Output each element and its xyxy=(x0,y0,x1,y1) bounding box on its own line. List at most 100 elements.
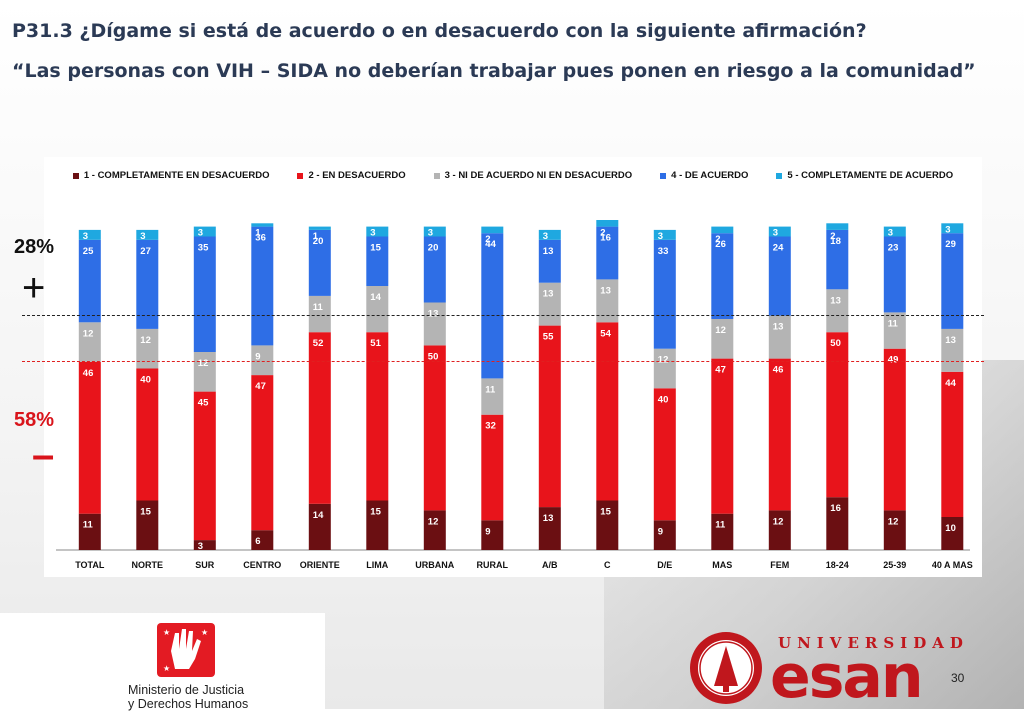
bar-segment-1-18-24 xyxy=(826,497,849,550)
bar-segment-2-18-24 xyxy=(826,332,849,498)
x-tick-label-lima: LIMA xyxy=(366,560,388,570)
data-label-5-oriente: 1 xyxy=(313,231,319,242)
legend-swatch-4 xyxy=(660,172,667,179)
legend-swatch-1 xyxy=(72,172,79,179)
data-label-5-40-a-mas: 3 xyxy=(945,224,950,235)
data-label-4-sur: 35 xyxy=(198,243,209,254)
bar-segment-2-urbana xyxy=(423,345,446,511)
svg-text:★: ★ xyxy=(201,628,208,637)
bar-segment-4-mas xyxy=(711,233,734,319)
data-label-3-18-24: 13 xyxy=(830,295,841,306)
data-label-3-sur: 12 xyxy=(198,358,209,369)
data-label-2-rural: 32 xyxy=(485,421,496,432)
data-label-1-norte: 15 xyxy=(140,507,151,518)
data-label-1-25-39: 12 xyxy=(888,516,899,527)
data-label-1-mas: 11 xyxy=(715,520,726,531)
agree-reference-line xyxy=(22,315,984,316)
data-label-5-c: 2 xyxy=(600,228,605,239)
bar-segment-4-18-24 xyxy=(826,229,849,290)
bar-segment-3-c xyxy=(596,279,619,323)
data-label-5-centro: 1 xyxy=(255,228,261,239)
data-label-2-sur: 45 xyxy=(198,398,209,409)
bar-segment-4-sur xyxy=(193,236,216,352)
bar-segment-1-25-39 xyxy=(883,510,906,550)
data-label-2-mas: 47 xyxy=(715,365,726,376)
slide-title-question: P31.3 ¿Dígame si está de acuerdo o en de… xyxy=(12,20,867,42)
data-label-2-urbana: 50 xyxy=(428,351,439,362)
bar-segment-5-c xyxy=(596,220,619,227)
legend-swatch-3 xyxy=(433,172,440,179)
bar-segment-5-25-39 xyxy=(883,226,906,237)
legend-item-1: 1 - COMPLETAMENTE EN DESACUERDO xyxy=(72,170,269,181)
data-label-2-fem: 46 xyxy=(773,365,784,376)
data-label-4-mas: 26 xyxy=(715,239,726,250)
data-label-4-fem: 24 xyxy=(773,243,784,254)
chart-panel: 11 46 12 25 3 TOTAL 15 40 12 27 3 NORTE 3 45 12 35 3 SUR 6… xyxy=(44,157,982,577)
x-tick-label-sur: SUR xyxy=(195,560,215,570)
legend-label-5: 5 - COMPLETAMENTE DE ACUERDO xyxy=(787,170,954,181)
data-label-1-oriente: 14 xyxy=(313,510,324,521)
stacked-bar-chart: 114612253TOTAL154012273NORTE34512353SUR6… xyxy=(56,220,973,570)
data-label-5-fem: 3 xyxy=(773,228,778,239)
bar-segment-2-lima xyxy=(366,332,389,501)
bar-segment-1-fem xyxy=(768,510,791,550)
data-label-1-c: 15 xyxy=(600,507,611,518)
legend-item-5: 5 - COMPLETAMENTE DE ACUERDO xyxy=(776,170,953,181)
data-label-4-a-b: 13 xyxy=(543,246,554,257)
data-label-2-lima: 51 xyxy=(370,338,381,349)
x-tick-label-centro: CENTRO xyxy=(243,560,281,570)
x-tick-label-total: TOTAL xyxy=(75,560,105,570)
data-label-1-a-b: 13 xyxy=(543,513,554,524)
x-tick-label-fem: FEM xyxy=(770,560,789,570)
data-label-3-oriente: 11 xyxy=(313,302,324,313)
bar-segment-5-total xyxy=(78,229,101,240)
slide-title-statement: “Las personas con VIH – SIDA no deberían… xyxy=(12,60,976,82)
bar-segment-4-centro xyxy=(251,226,274,346)
bar-segment-1-lima xyxy=(366,500,389,550)
data-label-2-25-39: 49 xyxy=(888,355,899,366)
bar-segment-2-fem xyxy=(768,358,791,511)
bar-segment-5-40-a-mas xyxy=(941,223,964,234)
legend-item-3: 3 - NI DE ACUERDO NI EN DESACUERDO xyxy=(433,170,633,181)
bar-segment-1-mas xyxy=(711,513,734,550)
bar-segment-5-a-b xyxy=(538,229,561,240)
bar-segment-1-a-b xyxy=(538,507,561,550)
esan-wordmark: esan xyxy=(770,642,924,712)
bar-segment-2-sur xyxy=(193,391,216,541)
bar-segment-5-fem xyxy=(768,226,791,237)
x-tick-label-18-24: 18-24 xyxy=(826,560,849,570)
bar-segment-4-fem xyxy=(768,236,791,316)
bar-segment-3-lima xyxy=(366,286,389,333)
data-label-1-sur: 3 xyxy=(198,541,203,552)
data-label-5-norte: 3 xyxy=(140,231,145,242)
x-tick-label-d-e: D/E xyxy=(657,560,672,570)
bar-segment-3-d-e xyxy=(653,348,676,389)
minjus-text: Ministerio de Justicia y Derechos Humano… xyxy=(128,683,248,711)
data-label-5-urbana: 3 xyxy=(428,228,433,239)
esan-university-label: UNIVERSIDAD xyxy=(778,634,969,652)
data-label-2-d-e: 40 xyxy=(658,394,669,405)
svg-text:★: ★ xyxy=(163,628,170,637)
x-tick-label-oriente: ORIENTE xyxy=(300,560,340,570)
bar-segment-3-total xyxy=(78,322,101,362)
data-label-3-c: 13 xyxy=(600,285,611,296)
legend-swatch-2 xyxy=(297,172,304,179)
disagree-reference-line xyxy=(22,361,984,362)
data-label-4-25-39: 23 xyxy=(888,243,899,254)
data-label-4-norte: 27 xyxy=(140,246,151,257)
minjus-line1: Ministerio de Justicia xyxy=(128,683,245,697)
data-label-3-40-a-mas: 13 xyxy=(945,335,956,346)
data-label-4-urbana: 20 xyxy=(428,243,439,254)
data-label-4-oriente: 20 xyxy=(313,236,324,247)
bar-segment-1-total xyxy=(78,513,101,550)
legend-label-3: 3 - NI DE ACUERDO NI EN DESACUERDO xyxy=(444,170,633,181)
bar-segment-3-a-b xyxy=(538,282,561,326)
bar-segment-3-oriente xyxy=(308,295,331,333)
bar-segment-4-c xyxy=(596,226,619,280)
bar-segment-3-rural xyxy=(481,378,504,415)
bar-segment-5-urbana xyxy=(423,226,446,237)
bar-segment-2-d-e xyxy=(653,388,676,521)
data-label-3-fem: 13 xyxy=(773,322,784,333)
plus-sign: + xyxy=(22,266,46,310)
data-label-2-centro: 47 xyxy=(255,381,266,392)
